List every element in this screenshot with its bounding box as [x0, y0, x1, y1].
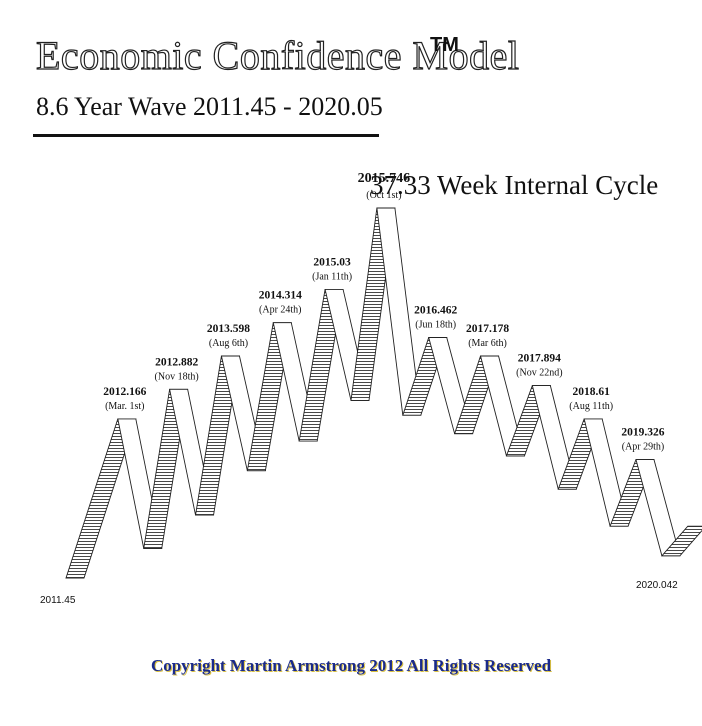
start-label: 2011.45: [40, 595, 76, 606]
falling-wave-segment: [635, 459, 681, 557]
peak-year-label: 2013.598: [207, 323, 250, 335]
peak-year-label: 2018.61: [572, 386, 610, 398]
chart-subtitle: 8.6 Year Wave 2011.45 - 2020.05: [36, 92, 383, 121]
copyright-text: Copyright Martin Armstrong 2012 All Righ…: [150, 656, 552, 675]
peak-date-label: (Jun 18th): [415, 320, 456, 331]
rising-wave-segment: [660, 525, 702, 557]
peak-year-label: 2012.166: [103, 386, 146, 398]
peak-year-label: 2012.882: [155, 356, 198, 368]
end-label: 2020.042: [636, 580, 678, 591]
peak-date-label: (Jan 11th): [312, 271, 352, 282]
peak-year-label: 2016.462: [414, 305, 457, 317]
peak-year-label: 2015.03: [313, 256, 351, 268]
peak-date-label: (Oct 1st): [366, 190, 401, 201]
peak-year-label: 2017.178: [466, 323, 509, 335]
peak-year-label: 2014.314: [259, 290, 302, 302]
chart-title: Economic Confidence Model: [35, 32, 520, 78]
peak-date-label: (Mar. 1st): [105, 401, 144, 412]
peak-year-label: 2019.326: [621, 427, 664, 439]
peak-year-label: 2017.894: [518, 353, 561, 365]
cycle-label: 37.33 Week Internal Cycle: [370, 170, 659, 200]
trademark-mark: TM: [430, 34, 459, 56]
peak-date-label: (Mar 6th): [468, 338, 507, 349]
peak-date-label: (Nov 22nd): [516, 368, 562, 379]
peak-labels: 2012.166 (Mar. 1st) 2012.882 (Nov 18th) 2013…: [103, 171, 665, 453]
peak-year-label: 2015.746: [358, 171, 411, 186]
peak-date-label: (Apr 24th): [259, 305, 302, 316]
title-underline: [33, 134, 379, 137]
peak-date-label: (Nov 18th): [155, 371, 199, 382]
peak-date-label: (Apr 29th): [622, 442, 665, 453]
wave-bands: [65, 207, 702, 579]
peak-date-label: (Aug 11th): [569, 401, 613, 412]
peak-date-label: (Aug 6th): [209, 338, 248, 349]
